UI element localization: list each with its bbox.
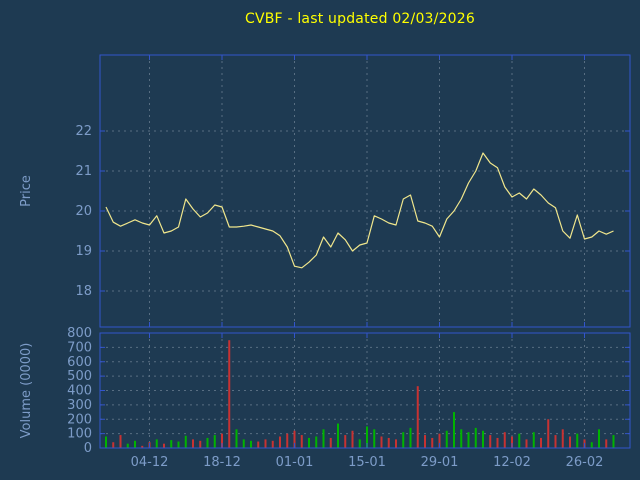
volume-bar: [300, 435, 303, 448]
volume-bar: [453, 412, 455, 448]
volume-ytick-label: 300: [67, 398, 92, 413]
volume-ytick-label: 100: [67, 427, 92, 442]
price-line: [105, 152, 614, 269]
volume-bar: [257, 441, 260, 448]
volume-bar: [286, 433, 289, 448]
volume-bar: [293, 430, 296, 448]
volume-bar: [532, 432, 535, 448]
volume-bars: [105, 340, 615, 448]
volume-bar: [358, 439, 361, 448]
volume-bar: [511, 436, 513, 448]
volume-bar: [184, 435, 187, 448]
price-axis-label: Price: [19, 175, 34, 207]
volume-bar: [554, 435, 557, 448]
volume-bar: [228, 340, 231, 448]
volume-axis-label: Volume (0000): [19, 343, 34, 439]
volume-bar: [561, 429, 564, 448]
price-ytick-label: 19: [75, 244, 92, 259]
volume-bar: [344, 435, 347, 448]
volume-bar: [177, 441, 180, 448]
volume-ytick-label: 700: [67, 340, 92, 355]
price-ytick-label: 22: [75, 124, 92, 139]
volume-bar: [445, 430, 448, 448]
volume-bar: [329, 437, 332, 448]
price-ytick-label: 18: [75, 284, 92, 299]
volume-bar: [409, 427, 412, 448]
volume-bar: [322, 429, 325, 448]
volume-bar: [141, 445, 144, 448]
volume-bar: [213, 435, 216, 448]
volume-bar: [482, 430, 484, 448]
volume-bar: [351, 430, 354, 448]
volume-ytick-label: 400: [67, 384, 92, 399]
volume-bar: [264, 439, 267, 448]
volume-ytick-label: 600: [67, 355, 92, 370]
volume-bar: [163, 443, 165, 448]
chart-title: CVBF - last updated 02/03/2026: [244, 11, 476, 27]
volume-bar: [576, 433, 579, 448]
volume-ytick-label: 500: [67, 369, 92, 384]
volume-bar: [155, 439, 158, 448]
volume-ytick-label: 800: [67, 326, 92, 341]
volume-bar: [590, 442, 593, 448]
volume-bar: [547, 419, 550, 448]
date-xtick-label: 29-01: [421, 455, 459, 470]
date-xtick-label: 15-01: [348, 455, 386, 470]
volume-bar: [395, 439, 397, 448]
price-ytick-label: 20: [75, 204, 92, 219]
date-xtick-label: 04-12: [131, 455, 169, 470]
date-xtick-label: 18-12: [203, 455, 241, 470]
volume-bar: [525, 439, 528, 448]
volume-bar: [424, 435, 426, 448]
volume-bar: [337, 423, 339, 448]
volume-bar: [126, 443, 129, 448]
volume-bar: [271, 440, 274, 448]
volume-bar: [416, 386, 419, 448]
tick-marks: [100, 55, 630, 449]
volume-bar: [387, 437, 390, 448]
volume-ytick-label: 0: [84, 441, 92, 456]
volume-bar: [366, 426, 368, 448]
volume-bar: [460, 429, 463, 448]
volume-bar: [503, 432, 506, 448]
price-ytick-label: 21: [75, 164, 92, 179]
date-xtick-label: 26-02: [566, 455, 604, 470]
volume-bar: [250, 440, 252, 448]
volume-bar: [474, 427, 477, 448]
volume-bar: [134, 440, 136, 448]
date-xtick-label: 01-01: [276, 455, 314, 470]
volume-bar: [105, 436, 107, 448]
volume-bar: [119, 435, 122, 448]
volume-bar: [315, 436, 318, 448]
volume-bar: [438, 433, 441, 448]
volume-bar: [598, 429, 600, 448]
volume-bar: [308, 437, 310, 448]
volume-bar: [206, 437, 209, 448]
date-xtick-label: 12-02: [493, 455, 531, 470]
volume-bar: [402, 432, 405, 448]
volume-ytick-label: 200: [67, 412, 92, 427]
volume-bar: [489, 435, 492, 448]
volume-bar: [496, 437, 499, 448]
gridlines: [100, 55, 630, 448]
volume-bar: [170, 440, 173, 448]
volume-bar: [242, 439, 245, 448]
volume-bar: [373, 429, 376, 448]
volume-bar: [569, 436, 571, 448]
volume-bar: [612, 435, 615, 448]
volume-bar: [199, 440, 202, 448]
volume-bar: [221, 433, 223, 448]
volume-bar: [192, 439, 194, 448]
volume-bar: [431, 437, 434, 448]
volume-bar: [540, 437, 542, 448]
volume-bar: [605, 439, 608, 448]
volume-bar: [112, 442, 115, 448]
volume-bar: [235, 429, 238, 448]
volume-bar: [279, 436, 281, 448]
volume-bar: [380, 436, 383, 448]
volume-bar: [467, 432, 470, 448]
volume-bar: [518, 433, 521, 448]
